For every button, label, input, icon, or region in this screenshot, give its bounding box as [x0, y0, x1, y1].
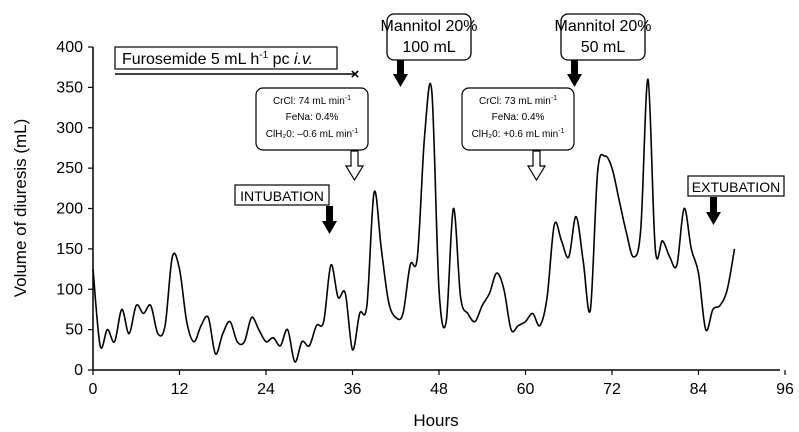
- y-tick-label: 100: [56, 281, 83, 298]
- series-layer: [92, 78, 736, 363]
- intubation-box: [234, 184, 330, 206]
- extubation-annotation: EXTUBATION: [687, 175, 785, 225]
- x-tick-label: 96: [776, 381, 794, 398]
- clearance-box-1-clh2o: ClH₂0: –0.6 mL min-1: [266, 128, 359, 140]
- mannitol-100-line2: 100 mL: [402, 39, 455, 56]
- y-ticks: 0 50 100 150 200 250 300 350 400: [56, 39, 93, 379]
- x-tick-label: 60: [517, 381, 535, 398]
- clearance-box-1-arrow: [344, 150, 365, 182]
- clearance-box-1-fena: FeNa: 0.4%: [286, 112, 339, 123]
- clearance-box-2: CrCl: 73 mL min-1 FeNa: 0.4% ClH₂0: +0.6…: [461, 87, 575, 182]
- mannitol-50-line1: Mannitol 20%: [555, 18, 652, 35]
- x-axis-title: Hours: [413, 411, 458, 430]
- x-tick-label: 36: [344, 381, 362, 398]
- x-ticks: 0 12 24 36 48 60 72 84 96: [89, 370, 794, 398]
- clearance-box-2-arrow: [526, 150, 547, 182]
- mannitol-50-annotation: Mannitol 20% 50 mL: [555, 13, 652, 87]
- mannitol-100-arrow: [393, 60, 408, 87]
- intubation-label: INTUBATION: [240, 188, 324, 204]
- furosemide-annotation: Furosemide 5 mL h-1 pc i.v. ×: [114, 46, 360, 83]
- x-tick-label: 48: [430, 381, 448, 398]
- y-tick-label: 400: [56, 39, 83, 56]
- extubation-box: [687, 175, 785, 197]
- clearance-box-2-crcl: CrCl: 73 mL min-1: [479, 95, 557, 107]
- furosemide-end-mark: ×: [351, 66, 360, 83]
- mannitol-50-box: [560, 13, 646, 61]
- mannitol-50-arrow: [567, 60, 582, 87]
- intubation-annotation: INTUBATION: [234, 184, 337, 234]
- x-tick-label: 84: [690, 381, 708, 398]
- y-tick-label: 50: [65, 322, 83, 339]
- x-tick-label: 24: [257, 381, 275, 398]
- extubation-label: EXTUBATION: [692, 179, 780, 195]
- x-tick-label: 72: [603, 381, 621, 398]
- clearance-box-2-fena: FeNa: 0.4%: [492, 112, 545, 123]
- x-tick-label: 12: [171, 381, 189, 398]
- y-tick-label: 150: [56, 241, 83, 258]
- intubation-arrow: [322, 206, 337, 234]
- extubation-arrow: [706, 197, 721, 225]
- mannitol-100-box: [386, 13, 472, 61]
- mannitol-100-line1: Mannitol 20%: [381, 18, 478, 35]
- y-axis-title: Volume of diuresis (mL): [11, 119, 30, 298]
- clearance-box-2-clh2o: ClH₂0: +0.6 mL min-1: [472, 128, 565, 140]
- y-tick-label: 0: [74, 362, 83, 379]
- clearance-box-2-frame: [461, 87, 575, 151]
- clearance-box-1: CrCl: 74 mL min-1 FeNa: 0.4% ClH₂0: –0.6…: [255, 87, 369, 182]
- mannitol-100-annotation: Mannitol 20% 100 mL: [381, 13, 478, 87]
- clearance-box-1-crcl: CrCl: 74 mL min-1: [273, 95, 351, 107]
- furosemide-label: Furosemide 5 mL h-1 pc i.v.: [122, 50, 313, 68]
- y-tick-label: 250: [56, 160, 83, 177]
- mannitol-50-line2: 50 mL: [581, 39, 626, 56]
- diuresis-series-line: [92, 78, 736, 363]
- furosemide-box: [114, 46, 338, 70]
- y-tick-label: 300: [56, 120, 83, 137]
- x-tick-label: 0: [89, 381, 98, 398]
- y-tick-label: 200: [56, 201, 83, 218]
- clearance-box-1-frame: [255, 87, 369, 151]
- y-tick-label: 350: [56, 79, 83, 96]
